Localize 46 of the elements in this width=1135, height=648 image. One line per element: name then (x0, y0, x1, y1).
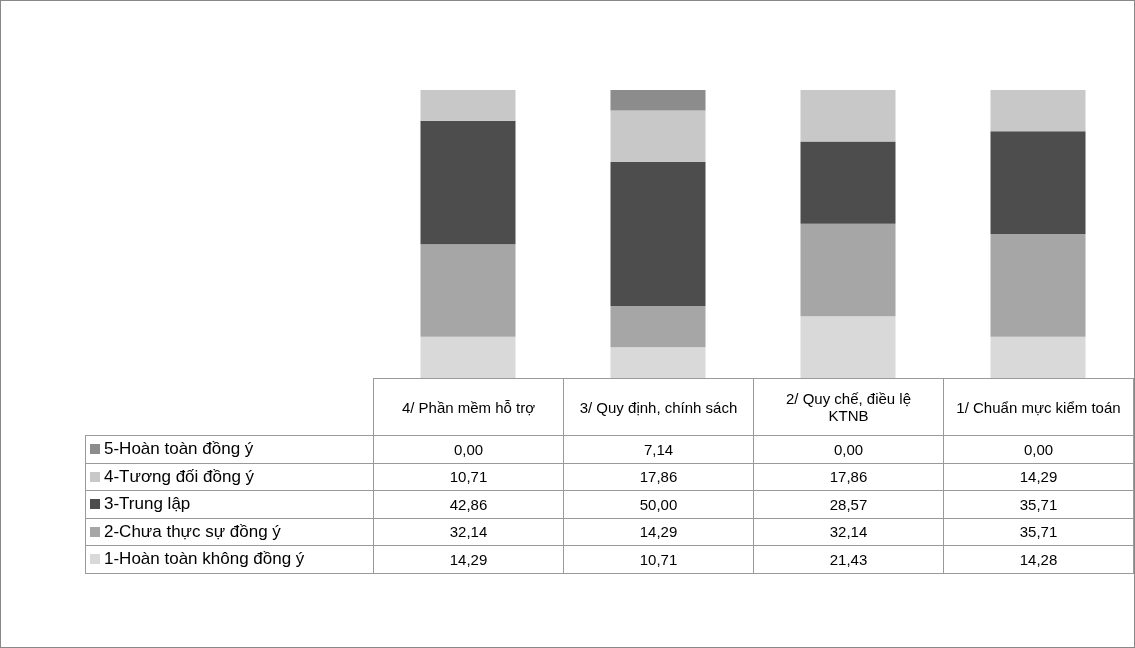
data-label: 17,86 (563, 463, 754, 491)
bar (610, 306, 706, 348)
bar (420, 90, 516, 121)
data-label: 0,00 (943, 435, 1134, 463)
bar (610, 90, 706, 111)
bar (420, 244, 516, 337)
data-label: 42,86 (373, 490, 564, 518)
legend-label: 1-Hoàn toàn không đồng ý (85, 545, 374, 573)
bar (990, 131, 1086, 235)
data-label: 0,00 (753, 435, 944, 463)
data-label: 35,71 (943, 490, 1134, 518)
bar (800, 223, 896, 317)
data-label: 14,29 (563, 518, 754, 546)
data-label: 14,28 (943, 545, 1134, 573)
bar (990, 234, 1086, 337)
bar (800, 141, 896, 224)
data-label: 7,14 (563, 435, 754, 463)
bar (420, 336, 516, 378)
legend-label: 3-Trung lập (85, 490, 374, 518)
legend-label: 5-Hoàn toàn đồng ý (85, 435, 374, 463)
data-label: 14,29 (943, 463, 1134, 491)
data-label: 10,71 (373, 463, 564, 491)
legend-label: 4-Tương đối đồng ý (85, 463, 374, 491)
data-label: 35,71 (943, 518, 1134, 546)
data-label: 0,00 (373, 435, 564, 463)
legend-label: 2-Chưa thực sự đồng ý (85, 518, 374, 546)
bar (990, 336, 1086, 378)
data-label: 10,71 (563, 545, 754, 573)
bar (800, 316, 896, 378)
bar (610, 162, 706, 306)
x-tick-label: 1/ Chuẩn mực kiểm toán (943, 378, 1134, 436)
data-label: 32,14 (753, 518, 944, 546)
data-label: 21,43 (753, 545, 944, 573)
bar (610, 110, 706, 162)
bar (800, 90, 896, 142)
data-label: 50,00 (563, 490, 754, 518)
x-tick-label: 2/ Quy chế, điều lệ KTNB (753, 378, 944, 436)
x-tick-label: 4/ Phần mềm hỗ trợ (373, 378, 564, 436)
bar (610, 347, 706, 378)
bar (420, 120, 516, 245)
data-label: 32,14 (373, 518, 564, 546)
data-label: 14,29 (373, 545, 564, 573)
data-label: 17,86 (753, 463, 944, 491)
data-label: 28,57 (753, 490, 944, 518)
bar (990, 90, 1086, 132)
x-tick-label: 3/ Quy định, chính sách (563, 378, 754, 436)
